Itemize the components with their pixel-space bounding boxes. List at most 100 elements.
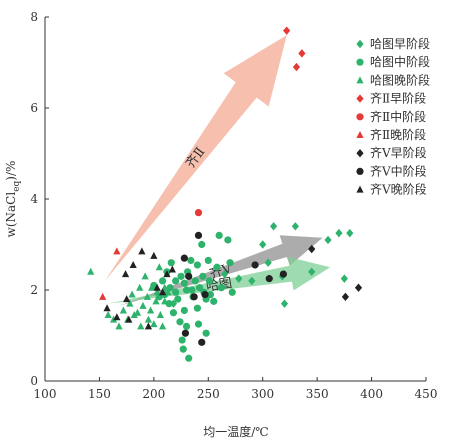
data-point — [153, 283, 161, 291]
data-point — [172, 288, 180, 296]
legend-marker — [356, 76, 364, 84]
data-points — [87, 26, 363, 362]
legend-marker — [356, 167, 364, 175]
legend-label: 齐Ⅴ晚阶段 — [370, 182, 427, 197]
data-point — [264, 258, 272, 267]
x-axis-label: 均一温度/℃ — [203, 424, 268, 439]
data-point — [121, 270, 130, 278]
data-point — [182, 286, 191, 294]
x-tick-label: 250 — [197, 387, 220, 401]
data-point — [235, 274, 243, 283]
data-point — [194, 231, 203, 239]
data-point — [163, 270, 171, 278]
data-point — [179, 345, 187, 353]
data-point — [161, 297, 169, 305]
axis-ticks: 100 150 200 250 300 350 400 450 0 2 4 6 8 — [30, 10, 437, 401]
x-tick-label: 450 — [415, 387, 438, 401]
data-point — [194, 209, 203, 217]
data-point — [109, 315, 118, 323]
data-point — [180, 306, 188, 315]
x-tick-label: 300 — [251, 387, 274, 401]
data-point — [153, 288, 161, 296]
data-point — [340, 274, 348, 283]
data-point — [205, 277, 213, 285]
legend-label: 齐Ⅴ早阶段 — [370, 145, 427, 160]
data-point — [181, 329, 190, 337]
data-point — [182, 322, 191, 330]
data-point — [201, 290, 209, 299]
data-point — [308, 244, 316, 254]
y-tick-label: 8 — [30, 10, 38, 24]
data-point — [226, 259, 234, 267]
data-point — [354, 283, 363, 292]
data-point — [213, 263, 221, 271]
data-point — [165, 300, 173, 308]
data-point — [346, 228, 354, 238]
data-point — [155, 263, 163, 271]
data-point — [270, 222, 278, 231]
data-point — [291, 222, 299, 231]
legend-marker — [356, 39, 364, 49]
data-point — [158, 288, 167, 296]
data-point — [210, 297, 218, 305]
data-point — [194, 320, 203, 328]
data-point — [202, 329, 210, 337]
data-point — [187, 256, 195, 265]
x-tick-label: 350 — [306, 387, 329, 401]
data-point — [221, 269, 229, 279]
legend-marker — [356, 131, 364, 138]
data-point — [185, 354, 193, 362]
legend: 哈图早阶段哈图中阶段哈图晚阶段齐Ⅱ早阶段齐Ⅱ中阶段齐Ⅱ晚阶段齐Ⅴ早阶段齐Ⅴ中阶段… — [356, 36, 430, 197]
data-point — [188, 286, 196, 294]
data-point — [141, 272, 149, 280]
data-point — [136, 283, 144, 291]
data-point — [193, 304, 201, 312]
legend-marker — [356, 94, 364, 103]
data-point — [206, 290, 215, 299]
x-tick-label: 100 — [34, 387, 57, 401]
y-tick-label: 2 — [30, 283, 38, 297]
data-point — [204, 256, 212, 265]
legend-label: 哈图晚阶段 — [370, 72, 430, 87]
y-tick-label: 6 — [30, 101, 38, 115]
data-point — [298, 49, 306, 58]
x-tick-label: 150 — [88, 387, 111, 401]
data-point — [265, 275, 273, 283]
data-point — [138, 247, 146, 255]
data-point — [292, 62, 301, 72]
data-point — [152, 297, 160, 305]
data-point — [130, 311, 138, 319]
legend-label: 齐Ⅱ晚阶段 — [370, 127, 426, 142]
y-axis-label-main: w(NaCl — [4, 192, 18, 238]
data-point — [169, 309, 178, 317]
data-point — [144, 315, 153, 323]
data-point — [177, 272, 185, 280]
data-point — [156, 311, 164, 319]
data-point — [259, 240, 267, 249]
y-tick-label: 0 — [30, 374, 38, 388]
data-point — [191, 277, 199, 285]
data-point — [193, 261, 201, 269]
data-point — [125, 315, 133, 323]
data-point — [126, 299, 134, 307]
data-point — [164, 288, 172, 296]
x-tick-label: 200 — [142, 387, 165, 401]
data-point — [115, 322, 123, 330]
data-point — [167, 259, 175, 267]
data-point — [119, 306, 127, 314]
data-point — [190, 293, 198, 301]
data-point — [228, 288, 236, 296]
data-point — [180, 279, 188, 287]
data-point — [279, 270, 287, 278]
data-point — [215, 231, 223, 239]
data-point — [217, 284, 225, 292]
data-point — [150, 320, 158, 328]
legend-marker — [356, 58, 364, 66]
trend-arrow — [108, 256, 331, 304]
data-point — [168, 265, 176, 273]
y-tick-label: 4 — [30, 192, 38, 206]
data-point — [341, 292, 350, 302]
data-point — [137, 322, 145, 330]
legend-label: 哈图早阶段 — [370, 36, 430, 51]
